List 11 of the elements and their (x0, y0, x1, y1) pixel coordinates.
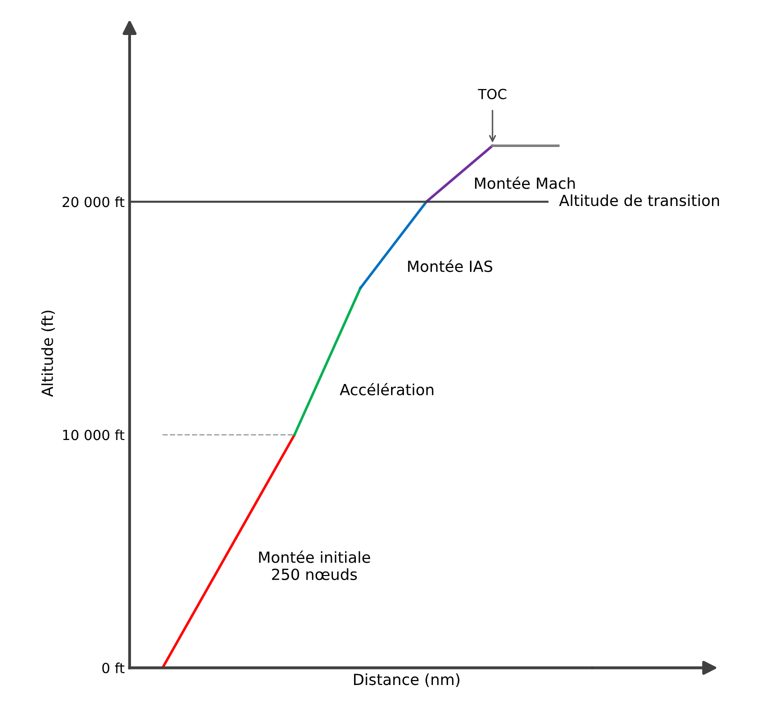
annotation: TOC (478, 88, 506, 100)
annotation: Montée initiale 250 nœuds (259, 550, 370, 580)
y-tick-label: 10 000 ft (63, 429, 124, 440)
y-tick-label: 20 000 ft (62, 196, 124, 208)
annotation: Montée Mach (475, 176, 575, 190)
y-tick-label: 0 ft (102, 662, 124, 674)
x-axis-title: Distance (nm) (354, 673, 460, 687)
ref-line-label: Altitude de transition (559, 194, 719, 206)
annotation: Montée IAS (408, 260, 492, 272)
y-axis-title: Altitude (ft) (41, 310, 55, 397)
annotation: Accélération (340, 382, 434, 396)
